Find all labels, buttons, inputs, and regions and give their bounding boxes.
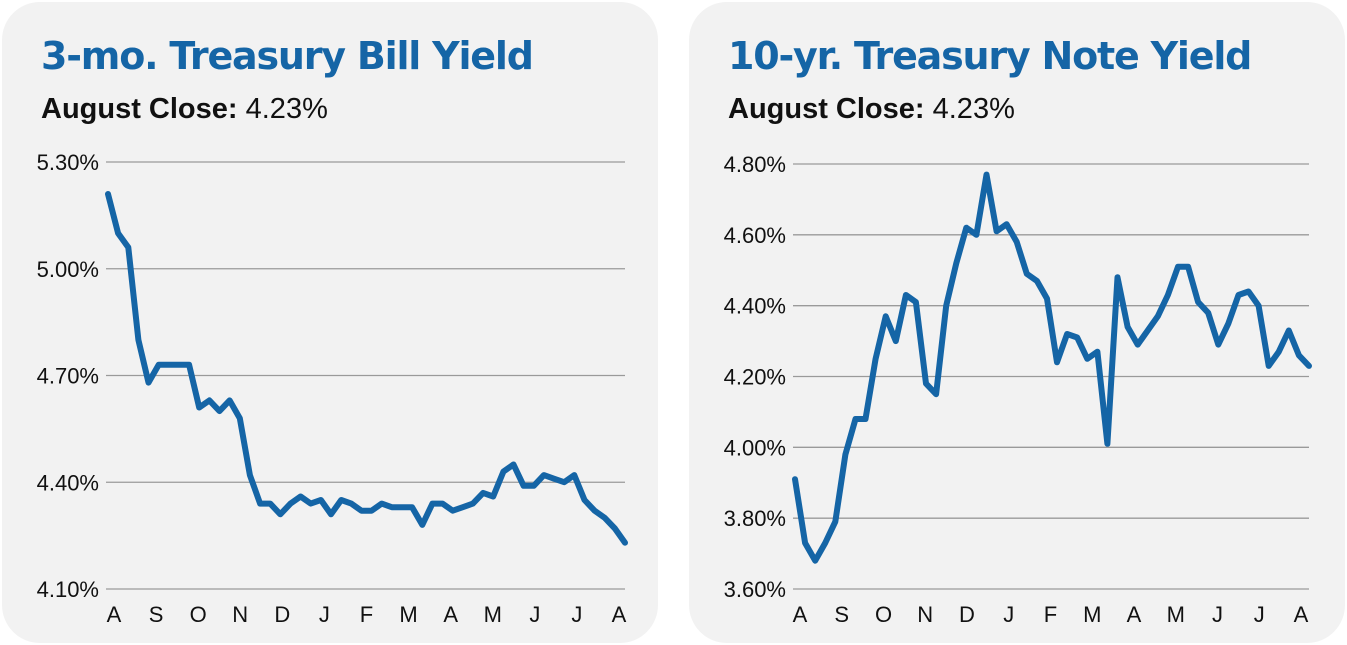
x-tick-label: N [917, 602, 933, 627]
chart-title: 3-mo. Treasury Bill Yield [41, 34, 534, 78]
x-tick-label: M [484, 602, 502, 627]
x-tick-label: J [571, 602, 582, 627]
x-tick-label: J [529, 602, 540, 627]
series-line [105, 191, 628, 546]
x-tick-label: J [1003, 602, 1014, 627]
y-tick-label: 4.10% [37, 577, 99, 602]
x-tick-label: M [1083, 602, 1101, 627]
subtitle-label: August Close: [41, 93, 238, 125]
x-tick-label: S [149, 602, 164, 627]
panel-10yr-treasury-note: 10-yr. Treasury Note Yield August Close:… [689, 2, 1345, 643]
y-tick-label: 4.40% [724, 294, 786, 319]
y-tick-label: 4.00% [724, 435, 786, 460]
y-tick-label: 4.70% [37, 364, 99, 389]
x-tick-label: J [319, 602, 330, 627]
subtitle-value: 4.23% [245, 93, 328, 125]
x-tick-label: A [443, 602, 458, 627]
x-tick-label: F [360, 602, 373, 627]
x-tick-label: S [834, 602, 849, 627]
x-tick-label: J [1254, 602, 1265, 627]
x-tick-label: M [1167, 602, 1185, 627]
x-tick-label: O [190, 602, 207, 627]
x-tick-label: A [1127, 602, 1142, 627]
y-tick-label: 5.00% [37, 257, 99, 282]
x-tick-label: A [107, 602, 122, 627]
line-chart-3mo: 5.30% 5.00% 4.70% 4.40% 4.10% A S O N D J F M A M J J A [37, 150, 628, 627]
y-tick-label: 4.80% [724, 152, 786, 177]
y-tick-label: 4.20% [724, 365, 786, 390]
x-tick-label: M [399, 602, 417, 627]
x-tick-label: N [232, 602, 248, 627]
chart-title: 10-yr. Treasury Note Yield [728, 34, 1252, 78]
x-tick-label: A [612, 602, 627, 627]
y-tick-label: 5.30% [37, 150, 99, 175]
chart-subtitle: August Close: 4.23% [728, 93, 1015, 126]
y-tick-label: 3.80% [724, 506, 786, 531]
x-tick-label: D [274, 602, 290, 627]
y-tick-label: 3.60% [724, 577, 786, 602]
panel-3mo-treasury-bill: 3-mo. Treasury Bill Yield August Close: … [2, 2, 658, 643]
series-line [792, 171, 1312, 564]
y-tick-label: 4.60% [724, 223, 786, 248]
line-chart-10yr: 4.80% 4.60% 4.40% 4.20% 4.00% 3.80% 3.60% A S O N D… [724, 152, 1312, 627]
x-tick-label: O [875, 602, 892, 627]
y-tick-label: 4.40% [37, 470, 99, 495]
chart-subtitle: August Close: 4.23% [41, 93, 328, 126]
x-tick-label: A [793, 602, 808, 627]
x-tick-label: A [1294, 602, 1309, 627]
x-tick-label: D [959, 602, 975, 627]
x-tick-label: F [1044, 602, 1057, 627]
subtitle-label: August Close: [728, 93, 925, 125]
subtitle-value: 4.23% [932, 93, 1015, 125]
x-tick-label: J [1212, 602, 1223, 627]
